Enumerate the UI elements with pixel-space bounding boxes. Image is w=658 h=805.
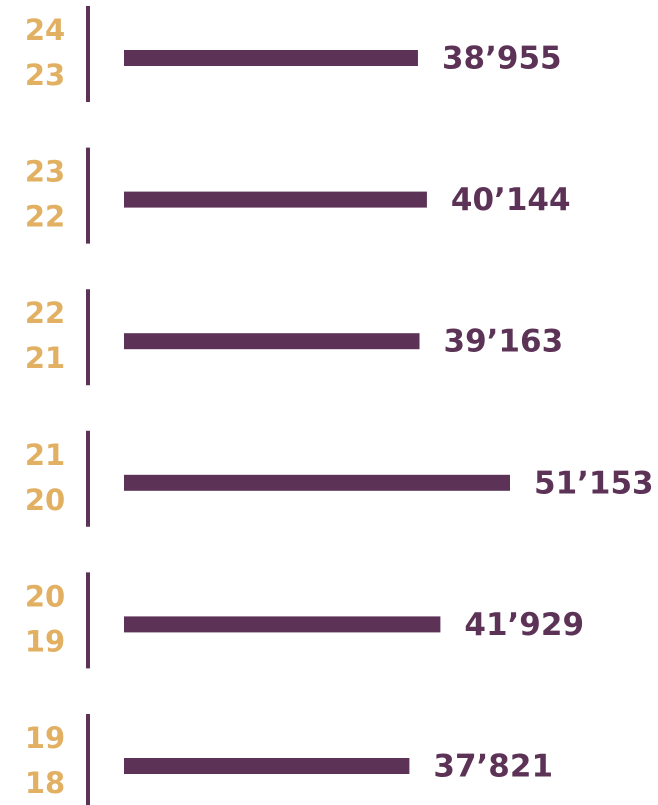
- category-label: 24: [25, 13, 65, 47]
- category-label: 21: [25, 341, 65, 375]
- bar: [124, 616, 441, 633]
- bar: [124, 333, 420, 350]
- category-label: 18: [25, 766, 65, 800]
- bar: [124, 50, 418, 66]
- category-label: 19: [25, 624, 65, 658]
- category-label: 21: [25, 438, 65, 472]
- category-label: 20: [25, 579, 65, 613]
- category-label: 23: [25, 155, 65, 189]
- bar: [124, 191, 427, 208]
- value-label: 38’955: [442, 41, 562, 77]
- value-label: 37’821: [433, 749, 553, 785]
- category-label: 22: [25, 200, 65, 234]
- category-label: 19: [25, 721, 65, 755]
- category-label: 20: [25, 483, 65, 517]
- value-label: 51’153: [534, 465, 654, 501]
- value-label: 41’929: [464, 607, 584, 643]
- value-label: 40’144: [451, 182, 571, 218]
- category-label: 22: [25, 296, 65, 330]
- value-label: 39’163: [444, 324, 564, 360]
- bar: [124, 474, 510, 491]
- category-label: 23: [25, 58, 65, 92]
- bar: [124, 758, 410, 774]
